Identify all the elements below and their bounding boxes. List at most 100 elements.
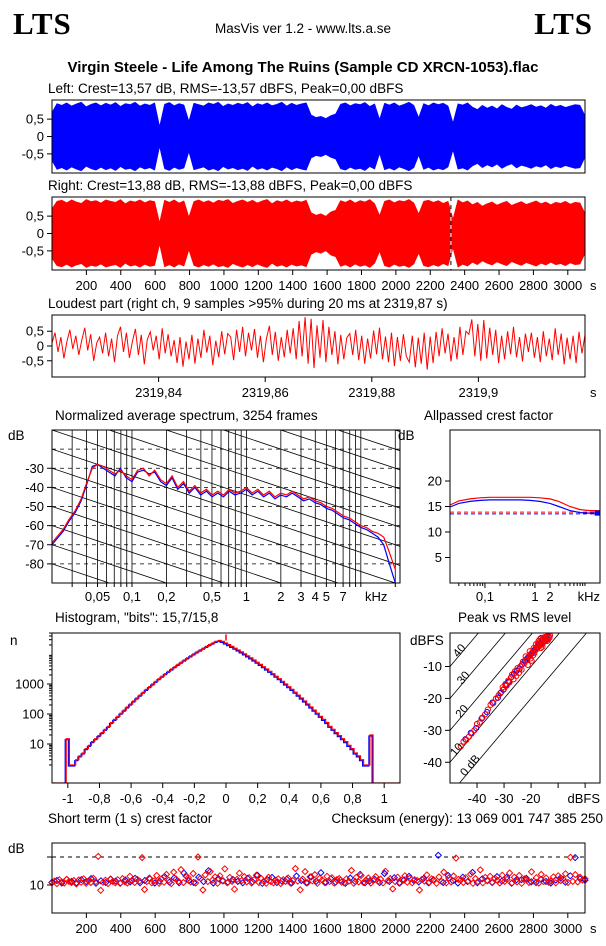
- short-term-ylabel: dB: [8, 841, 25, 856]
- left-channel-stats-label: Left: Crest=13,57 dB, RMS=-13,57 dBFS, P…: [48, 81, 404, 96]
- svg-text:15: 15: [428, 499, 442, 514]
- svg-text:400: 400: [110, 921, 132, 936]
- svg-text:2200: 2200: [416, 921, 445, 936]
- allpassed-crest-plot: 5 10 15 20 0,1 1 2 kHz: [428, 429, 601, 604]
- svg-text:-30: -30: [495, 791, 514, 806]
- right-channel-stats-label: Right: Crest=13,88 dB, RMS=-13,88 dBFS, …: [48, 178, 413, 193]
- svg-text:-50: -50: [25, 499, 44, 514]
- svg-text:1400: 1400: [278, 921, 307, 936]
- svg-text:-0,4: -0,4: [152, 791, 174, 806]
- svg-text:3000: 3000: [553, 921, 582, 936]
- track-title: Virgin Steele - Life Among The Ruins (Sa…: [67, 59, 539, 76]
- app-version-text: MasVis ver 1.2 - www.lts.a.se: [214, 21, 392, 36]
- histogram-ylabel: n: [10, 633, 18, 648]
- svg-text:10: 10: [30, 737, 44, 752]
- svg-text:0: 0: [37, 339, 44, 354]
- lts-logo-left: LTS: [13, 6, 72, 41]
- svg-text:600: 600: [144, 921, 166, 936]
- svg-text:2000: 2000: [381, 921, 410, 936]
- svg-text:2400: 2400: [450, 921, 479, 936]
- svg-text:600: 600: [144, 278, 166, 293]
- svg-text:-0,6: -0,6: [120, 791, 142, 806]
- svg-text:2319,88: 2319,88: [348, 385, 395, 400]
- svg-text:2800: 2800: [519, 921, 548, 936]
- svg-text:10: 10: [30, 878, 44, 893]
- svg-text:20: 20: [428, 474, 442, 489]
- svg-text:s: s: [590, 278, 597, 293]
- svg-text:10: 10: [428, 525, 442, 540]
- svg-text:-20: -20: [423, 691, 442, 706]
- svg-text:20: 20: [454, 703, 471, 721]
- svg-text:7: 7: [339, 589, 346, 604]
- svg-text:kHz: kHz: [365, 589, 387, 604]
- svg-text:0,4: 0,4: [280, 791, 298, 806]
- right_wave-plot: 0,5 0 -0,5 200 400 600 800 1000 1200 1400 1600 1800…: [22, 196, 597, 293]
- svg-text:0,2: 0,2: [249, 791, 267, 806]
- svg-text:0,2: 0,2: [157, 589, 175, 604]
- svg-text:1800: 1800: [347, 278, 376, 293]
- peak-vs-rms-title: Peak vs RMS level: [458, 610, 572, 625]
- svg-text:3000: 3000: [553, 278, 582, 293]
- allpassed-ylabel: dB: [398, 428, 415, 443]
- svg-text:0,05: 0,05: [85, 589, 110, 604]
- spectrum-plot: -30 -40 -50 -60 -70 -80 0,05 0,1 0,2 0,5 1 2 3 4 5 7 kHz: [25, 429, 401, 604]
- svg-text:s: s: [590, 385, 597, 400]
- svg-text:1600: 1600: [313, 921, 342, 936]
- svg-text:5: 5: [435, 550, 442, 565]
- svg-text:-0,2: -0,2: [183, 791, 205, 806]
- svg-text:1: 1: [381, 791, 388, 806]
- svg-text:2319,86: 2319,86: [242, 385, 289, 400]
- svg-text:s: s: [590, 921, 597, 936]
- svg-text:-0,5: -0,5: [22, 243, 44, 258]
- loudest-part-plot: 0,50-0,5 2319,84 2319,86 2319,88 2319,9 s: [22, 314, 597, 400]
- svg-text:100: 100: [22, 707, 44, 722]
- svg-text:0: 0: [222, 791, 229, 806]
- svg-text:0,5: 0,5: [203, 589, 221, 604]
- svg-text:1200: 1200: [244, 278, 273, 293]
- svg-text:-40: -40: [468, 791, 487, 806]
- histogram-title: Histogram, "bits": 15,7/15,8: [55, 610, 219, 625]
- allpassed-crest-title: Allpassed crest factor: [424, 408, 554, 423]
- svg-text:800: 800: [179, 278, 201, 293]
- svg-text:30: 30: [455, 669, 472, 687]
- svg-text:0,1: 0,1: [476, 589, 494, 604]
- peak-vs-rms-ylabel: dBFS: [410, 633, 444, 648]
- svg-text:-60: -60: [25, 518, 44, 533]
- svg-text:-40: -40: [423, 755, 442, 770]
- svg-text:2319,9: 2319,9: [459, 385, 499, 400]
- svg-text:0,6: 0,6: [312, 791, 330, 806]
- svg-text:0: 0: [37, 129, 44, 144]
- svg-text:1200: 1200: [244, 921, 273, 936]
- svg-text:-0,5: -0,5: [22, 353, 44, 368]
- svg-text:-70: -70: [25, 537, 44, 552]
- spectrum-title: Normalized average spectrum, 3254 frames: [55, 408, 318, 423]
- svg-text:2319,84: 2319,84: [135, 385, 182, 400]
- svg-text:1800: 1800: [347, 921, 376, 936]
- svg-text:200: 200: [76, 921, 98, 936]
- svg-text:-0,5: -0,5: [22, 146, 44, 161]
- svg-text:-10: -10: [423, 659, 442, 674]
- svg-text:1000: 1000: [15, 677, 44, 692]
- svg-text:1: 1: [531, 589, 538, 604]
- short-term-crest-plot: 10 200 400 600 800 1000 1200 1400 1600 1800 2000 22…: [30, 842, 597, 936]
- svg-text:2400: 2400: [450, 278, 479, 293]
- svg-text:2800: 2800: [519, 278, 548, 293]
- svg-text:1000: 1000: [209, 278, 238, 293]
- checksum-label: Checksum (energy): 13 069 001 747 385 25…: [331, 811, 603, 826]
- svg-text:-40: -40: [25, 480, 44, 495]
- svg-text:1000: 1000: [209, 921, 238, 936]
- svg-text:0,5: 0,5: [26, 112, 44, 127]
- svg-text:200: 200: [76, 278, 98, 293]
- svg-text:2200: 2200: [416, 278, 445, 293]
- svg-text:40: 40: [451, 642, 468, 660]
- spectrum-ylabel: dB: [8, 428, 25, 443]
- svg-text:-30: -30: [25, 461, 44, 476]
- loudest-part-title: Loudest part (right ch, 9 samples >95% d…: [48, 296, 448, 311]
- svg-text:-0,8: -0,8: [88, 791, 110, 806]
- svg-text:1600: 1600: [313, 278, 342, 293]
- svg-text:0,1: 0,1: [123, 589, 141, 604]
- svg-text:0 dB: 0 dB: [458, 753, 483, 779]
